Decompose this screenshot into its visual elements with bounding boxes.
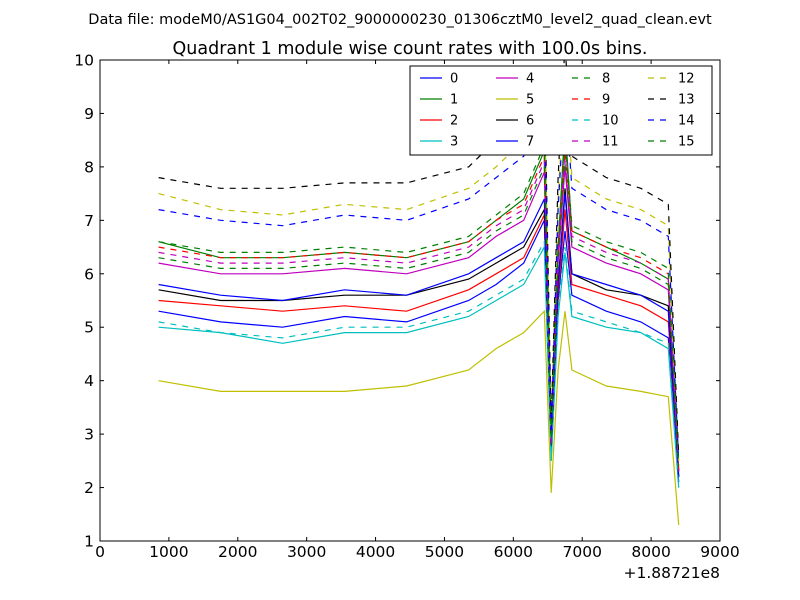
- x-tick-label: 1000: [149, 543, 188, 561]
- x-offset-label: +1.88721e8: [624, 564, 720, 582]
- legend-label-7: 7: [526, 135, 534, 150]
- series-line-10: [158, 239, 680, 488]
- x-tick-label: 5000: [425, 543, 464, 561]
- legend-label-5: 5: [526, 93, 534, 108]
- legend-label-11: 11: [602, 135, 619, 150]
- x-tick-label: 7000: [562, 543, 601, 561]
- y-tick-label: 5: [84, 319, 94, 337]
- legend-label-10: 10: [602, 114, 619, 129]
- y-tick-label: 6: [84, 265, 94, 283]
- x-tick-label: 9000: [700, 543, 739, 561]
- y-tick-label: 7: [84, 212, 94, 230]
- figure-suptitle: Data file: modeM0/AS1G04_002T02_90000002…: [88, 12, 712, 28]
- legend-label-3: 3: [450, 135, 458, 150]
- legend-frame: [409, 65, 713, 156]
- axes: 0 1000 2000 3000 4000 5000 6000 7000 8000 9000123…: [74, 52, 739, 562]
- legend-label-12: 12: [678, 72, 695, 87]
- legend-label-14: 14: [678, 114, 695, 129]
- legend-label-15: 15: [678, 135, 695, 150]
- x-tick-label: 0: [95, 543, 105, 561]
- legend-label-6: 6: [526, 114, 534, 129]
- x-tick-label: 4000: [356, 543, 395, 561]
- x-tick-label: 3000: [287, 543, 326, 561]
- y-tick-label: 4: [84, 372, 94, 390]
- x-tick-label: 8000: [631, 543, 670, 561]
- series-line-13: [158, 60, 680, 456]
- series-line-12: [158, 70, 680, 461]
- chart-title: Quadrant 1 module wise count rates with …: [173, 39, 648, 59]
- y-tick-label: 1: [84, 533, 94, 551]
- y-tick-label: 2: [84, 479, 94, 497]
- series-line-5: [158, 309, 680, 526]
- y-tick-label: 10: [74, 52, 94, 70]
- legend-label-2: 2: [450, 114, 458, 129]
- series-line-11: [158, 150, 680, 472]
- plot-frame: [99, 59, 721, 542]
- y-tick-label: 8: [84, 158, 94, 176]
- legend-label-4: 4: [526, 72, 534, 87]
- legend-label-8: 8: [602, 72, 610, 87]
- x-tick-label: 6000: [494, 543, 533, 561]
- y-tick-label: 3: [84, 426, 94, 444]
- legend-label-9: 9: [602, 93, 610, 108]
- legend-label-0: 0: [450, 72, 458, 87]
- x-tick-label: 2000: [218, 543, 257, 561]
- series-line-7: [158, 193, 680, 477]
- legend-label-13: 13: [678, 93, 695, 108]
- y-tick-label: 9: [84, 105, 94, 123]
- legend-label-1: 1: [450, 93, 458, 108]
